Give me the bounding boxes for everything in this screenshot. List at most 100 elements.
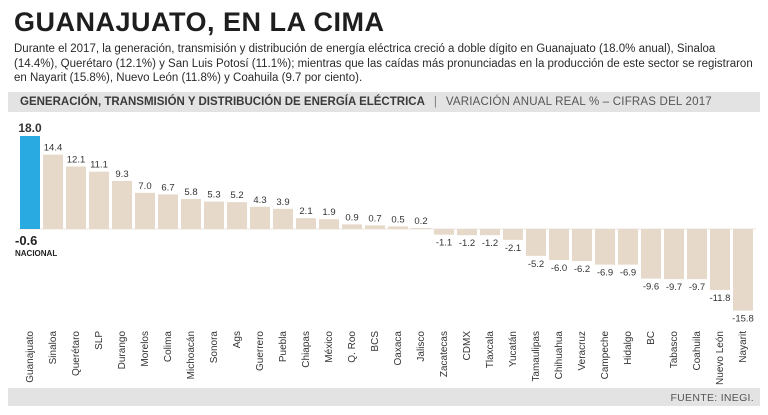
bar-guanajuato [20, 136, 40, 229]
category-label: Chiapas [301, 331, 312, 368]
data-label: -1.1 [436, 238, 452, 249]
category-label: Sinaloa [48, 331, 59, 365]
category-label: Querétaro [71, 331, 82, 376]
data-label: -2.1 [505, 243, 521, 254]
data-label: -9.6 [643, 282, 659, 293]
category-label: BCS [370, 331, 381, 352]
category-label: Tabasco [669, 331, 680, 369]
bar-ags [227, 202, 247, 229]
chart-title: GENERACIÓN, TRANSMISIÓN Y DISTRIBUCIÓN D… [20, 96, 425, 108]
data-label: 0.7 [368, 213, 381, 224]
category-label: Campeche [600, 331, 611, 380]
data-label: 4.3 [253, 195, 266, 206]
category-label: Q. Roo [347, 331, 358, 363]
category-label: Jalisco [416, 331, 427, 362]
data-label: -1.2 [459, 238, 475, 249]
data-label: 0.9 [345, 212, 358, 223]
category-label: Coahuila [692, 331, 703, 371]
bar-colima [158, 194, 178, 229]
category-label: CDMX [462, 331, 473, 361]
source-note: FUENTE: INEGI. [670, 392, 754, 404]
bar-slp [89, 171, 109, 229]
category-label: Morelos [140, 331, 151, 367]
category-label: BC [646, 331, 657, 345]
footer-band [8, 388, 760, 406]
bar-yucat-n [503, 229, 523, 240]
data-label: 11.1 [90, 160, 108, 171]
data-label: 12.1 [67, 154, 86, 165]
bar-nuevo-le-n [710, 229, 730, 290]
category-label: Guerrero [255, 331, 266, 371]
bar-zacatecas [434, 229, 454, 235]
bar-jalisco [411, 227, 431, 229]
category-label: Zacatecas [439, 331, 450, 377]
bar-chiapas [296, 218, 316, 229]
data-label: 5.2 [230, 190, 243, 201]
bar-tabasco [664, 229, 684, 280]
chart-subtitle: VARIACIÓN ANUAL REAL % – CIFRAS DEL 2017 [445, 96, 712, 108]
bar-tlaxcala [480, 229, 500, 236]
bar-quer-taro [66, 166, 86, 229]
bar-m-xico [319, 219, 339, 229]
bar-puebla [273, 208, 293, 229]
category-label: Nayarit [738, 331, 749, 363]
category-label: Tlaxcala [485, 331, 496, 369]
category-label: Tamaulipas [531, 331, 542, 382]
bar-durango [112, 180, 132, 229]
data-label: 1.9 [322, 207, 335, 218]
bar-nayarit [733, 229, 753, 311]
bar-sonora [204, 201, 224, 229]
bar-guerrero [250, 206, 270, 229]
data-label: -11.8 [710, 293, 731, 304]
category-label: Guanajuato [25, 331, 36, 383]
category-label: Colima [163, 331, 174, 363]
bar-bcs [365, 225, 385, 229]
data-label: 5.8 [184, 187, 197, 198]
bar-hidalgo [618, 229, 638, 265]
bar-campeche [595, 229, 615, 265]
bar-bc [641, 229, 661, 279]
data-label: -6.0 [551, 263, 567, 274]
bar-veracruz [572, 229, 592, 262]
data-label: -6.2 [574, 264, 590, 275]
data-label: -6.9 [620, 268, 636, 279]
data-label: 18.0 [18, 121, 42, 135]
bar-cdmx [457, 229, 477, 236]
data-label: 0.5 [391, 214, 404, 225]
intro-paragraph: Durante el 2017, la generación, transmis… [14, 43, 753, 84]
data-label: -5.2 [528, 259, 544, 270]
category-label: Chihuahua [554, 331, 565, 380]
bar-coahuila [687, 229, 707, 280]
data-label: 0.2 [414, 216, 427, 227]
data-label: 6.7 [161, 182, 174, 193]
national-value: -0.6 [15, 233, 37, 248]
category-label: Veracruz [577, 331, 588, 370]
title-separator: | [433, 96, 437, 108]
chart-title-band: GENERACIÓN, TRANSMISIÓN Y DISTRIBUCIÓN D… [8, 92, 760, 112]
data-label: 5.3 [207, 190, 220, 201]
category-label: Sonora [209, 331, 220, 364]
bar-chihuahua [549, 229, 569, 260]
data-label: 7.0 [138, 181, 151, 192]
data-label: 2.1 [299, 206, 312, 217]
category-label: Puebla [278, 331, 289, 363]
data-label: -1.2 [482, 238, 498, 249]
data-label: -6.9 [597, 268, 613, 279]
category-label: México [324, 331, 335, 363]
category-label: Yucatán [508, 331, 519, 367]
data-label: 9.3 [115, 169, 128, 180]
data-label: -9.7 [689, 282, 705, 293]
category-label: Ags [232, 331, 243, 348]
category-label: Nuevo León [715, 331, 726, 385]
headline: GUANAJUATO, EN LA CIMA [14, 7, 385, 37]
data-label: -15.8 [732, 314, 754, 325]
data-label: -9.7 [666, 282, 682, 293]
category-label: Hidalgo [623, 331, 634, 365]
category-label: Durango [117, 331, 128, 370]
category-label: Michoacán [186, 331, 197, 379]
bar-oaxaca [388, 226, 408, 229]
bar-morelos [135, 192, 155, 229]
national-label: NACIONAL [15, 249, 57, 258]
